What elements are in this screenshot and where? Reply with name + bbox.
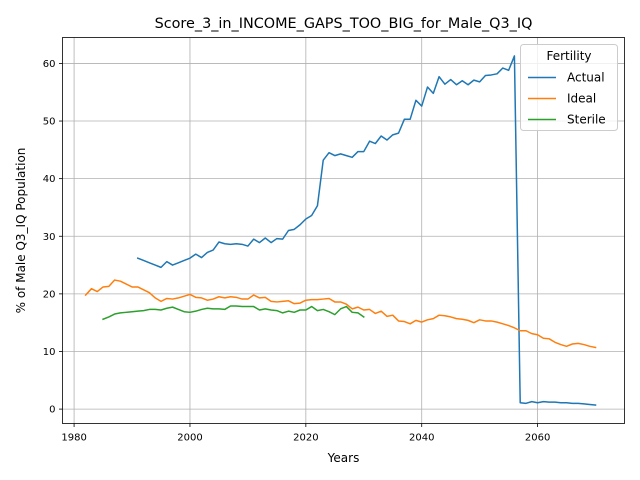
legend-label-actual: Actual: [567, 71, 605, 85]
y-tick-label: 20: [43, 289, 56, 300]
x-axis-ticks: 1980 2000 2020 2040 2060: [61, 423, 550, 444]
x-tick-label: 2000: [177, 433, 202, 444]
legend-box: [520, 44, 618, 131]
legend: Fertility Actual Ideal Sterile: [520, 44, 618, 131]
y-tick-label: 50: [43, 117, 56, 128]
y-tick-label: 40: [43, 174, 56, 185]
plot-frame: [62, 37, 625, 424]
y-tick-label: 10: [43, 347, 56, 358]
grid-lines: [62, 37, 625, 424]
y-tick-label: 0: [49, 405, 55, 416]
chart-title: Score_3_in_INCOME_GAPS_TOO_BIG_for_Male_…: [155, 16, 533, 32]
y-axis-label: % of Male Q3_IQ Population: [14, 148, 28, 314]
y-tick-label: 60: [43, 59, 56, 70]
legend-label-sterile: Sterile: [567, 113, 606, 127]
series-line-actual: [136, 55, 597, 406]
x-tick-label: 1980: [61, 433, 86, 444]
y-tick-label: 30: [43, 232, 56, 243]
series-line-sterile: [102, 305, 365, 321]
y-axis-ticks: 0 10 20 30 40 50 60: [43, 59, 63, 416]
x-tick-label: 2040: [409, 433, 434, 444]
x-axis-label: Years: [327, 451, 360, 465]
legend-title: Fertility: [546, 49, 591, 63]
legend-label-ideal: Ideal: [567, 92, 596, 106]
legend-entries: Actual Ideal Sterile: [528, 71, 606, 127]
x-tick-label: 2020: [293, 433, 318, 444]
series-line-ideal: [84, 279, 597, 349]
series-lines: [84, 55, 597, 406]
x-tick-label: 2060: [525, 433, 550, 444]
